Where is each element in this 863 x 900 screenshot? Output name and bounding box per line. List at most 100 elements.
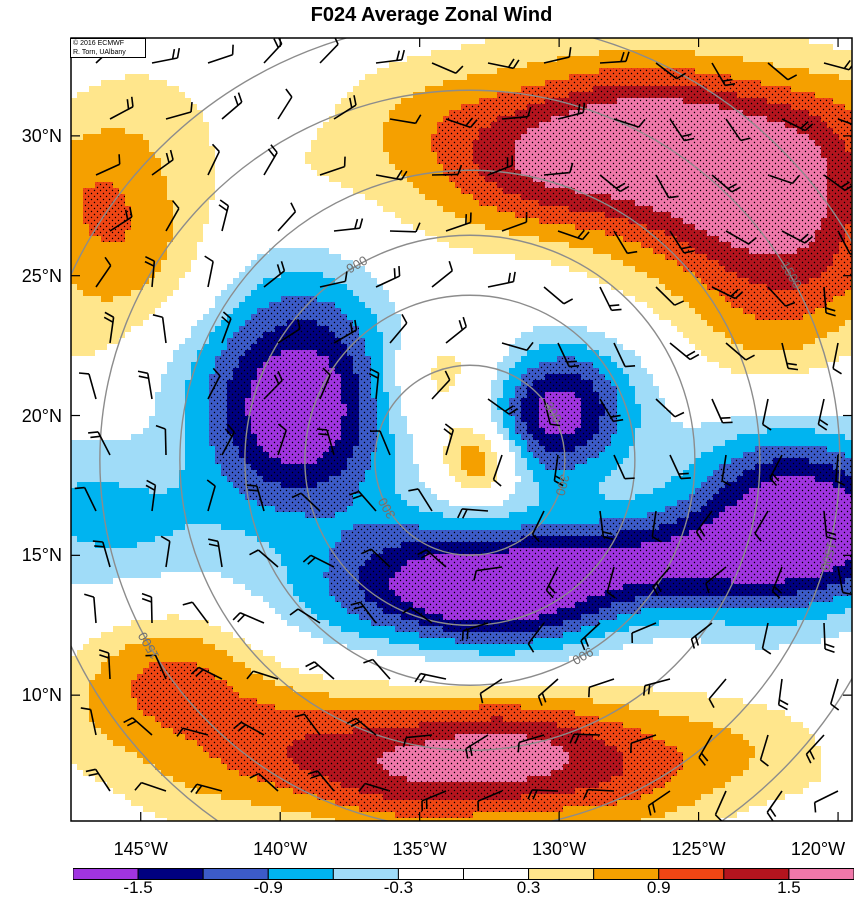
wind-barb [443, 423, 455, 456]
wind-barb [487, 58, 520, 70]
wind-barb [781, 230, 814, 244]
wind-barb [165, 200, 180, 232]
wind-barb [725, 118, 751, 142]
colorbar-label: -0.9 [238, 878, 298, 898]
wind-barb [445, 316, 468, 344]
wind-barb [431, 62, 464, 74]
wind-barb [134, 781, 167, 792]
wind-barb [145, 479, 157, 512]
wind-barb [613, 454, 635, 480]
wind-barb [690, 622, 713, 649]
wind-barb [151, 149, 174, 176]
wind-barb [319, 156, 346, 176]
wind-barb [647, 790, 671, 816]
wind-barb [291, 492, 321, 512]
wind-barb [421, 790, 447, 811]
wind-barb [277, 88, 293, 120]
wind-barb [389, 114, 422, 125]
wind-barb [95, 256, 112, 288]
wind-barb [543, 47, 572, 64]
wind-barb [88, 431, 111, 456]
wind-barb [766, 790, 783, 821]
wind-barb [319, 271, 348, 288]
wind-barb [543, 286, 574, 305]
wind-barb [144, 255, 156, 288]
wind-barb [759, 734, 769, 767]
wind-barb [652, 566, 671, 596]
wind-barb [711, 174, 741, 193]
wind-barb [823, 59, 852, 71]
range-rings [71, 38, 852, 821]
wind-barb [78, 372, 97, 400]
wind-barb [431, 370, 451, 400]
wind-barb [457, 508, 489, 519]
latitude-label: 20°N [0, 406, 62, 426]
map-frame [70, 37, 853, 822]
wind-barb [695, 510, 713, 541]
wind-barb [277, 423, 287, 456]
wind-barb [207, 367, 221, 400]
wind-barb [375, 169, 408, 181]
colorbar-label: 0.9 [629, 878, 689, 898]
wind-barb [553, 454, 565, 487]
wind-barb [655, 174, 679, 199]
wind-barb [835, 454, 846, 486]
wind-barb [767, 174, 800, 185]
wind-barb [221, 311, 232, 344]
wind-barb [249, 772, 279, 792]
wind-barb [246, 670, 279, 680]
wind-barb [655, 62, 686, 80]
wind-barb [151, 48, 181, 64]
wind-barb [580, 622, 601, 651]
wind-barb [711, 62, 736, 87]
wind-barb [767, 286, 796, 307]
wind-barb [698, 734, 713, 766]
longitude-label: 140°W [235, 838, 325, 860]
wind-barb [705, 566, 727, 594]
wind-barb [246, 484, 265, 512]
ring-label: 1500 [817, 540, 839, 572]
wind-barb [207, 44, 234, 64]
wind-barb [599, 286, 622, 312]
wind-barb [358, 782, 391, 792]
wind-barb [333, 319, 358, 344]
wind-barb [145, 654, 167, 680]
wind-barb [613, 118, 646, 128]
wind-barb [583, 788, 615, 800]
wind-barb [669, 118, 695, 142]
wind-barb [182, 601, 209, 624]
wind-barb [233, 721, 265, 736]
wind-barb [204, 255, 214, 288]
wind-barb [277, 202, 297, 232]
wind-barb [823, 510, 837, 541]
wind-barb [599, 510, 614, 540]
credit-box: © 2016 ECMWF R. Torn, UAlbany [70, 38, 146, 58]
wind-barb [501, 212, 528, 232]
longitude-label: 125°W [654, 838, 744, 860]
wind-barb [711, 398, 733, 424]
ring-label: 300 [553, 473, 573, 498]
wind-barb [569, 733, 601, 744]
wind-barb [629, 734, 657, 754]
wind-barb [190, 783, 223, 795]
wind-barb [249, 549, 279, 568]
wind-barb [152, 314, 167, 344]
wind-barb [725, 342, 755, 361]
wind-barb [721, 454, 732, 487]
wind-barb [769, 454, 783, 487]
wind-barb [588, 678, 615, 698]
wind-barb [557, 229, 590, 241]
wind-barb [543, 162, 574, 176]
wind-barb [777, 678, 789, 711]
colorbar-label: -1.5 [108, 878, 168, 898]
wind-barb [501, 106, 532, 120]
wind-barb [537, 678, 559, 706]
wind-barb [263, 261, 286, 288]
wind-barb [363, 658, 391, 680]
wind-barb [402, 734, 433, 748]
wind-barb [402, 607, 433, 624]
wind-barb [501, 341, 534, 352]
longitude-label: 145°W [96, 838, 186, 860]
credit-line-1: © 2016 ECMWF [73, 39, 145, 48]
